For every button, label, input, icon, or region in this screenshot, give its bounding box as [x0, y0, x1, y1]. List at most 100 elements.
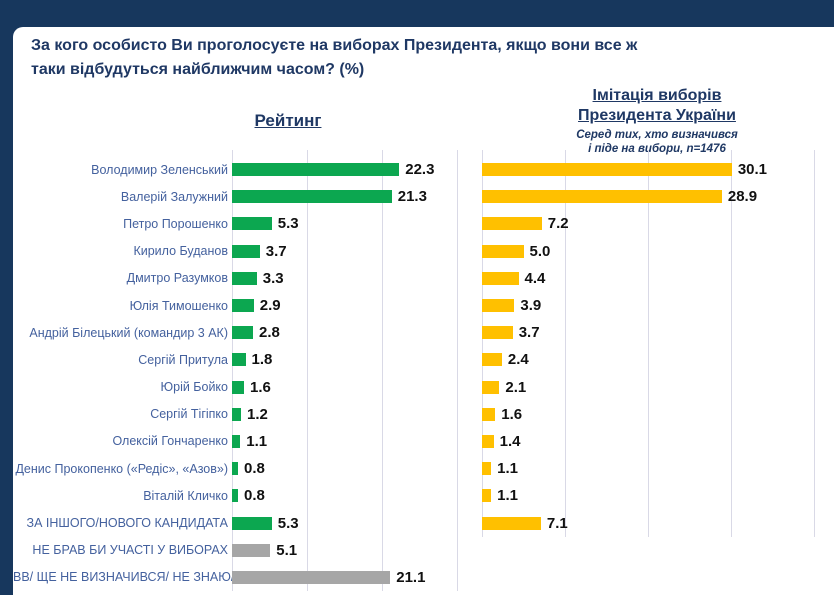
rating-cell: 3.3 — [232, 270, 465, 287]
rating-value: 0.8 — [244, 460, 265, 478]
category-label: Юлія Тимошенко — [129, 298, 228, 313]
rating-value: 1.6 — [250, 378, 271, 396]
rating-value: 21.3 — [397, 188, 427, 206]
rating-cell: 5.1 — [232, 542, 465, 559]
imitation-value: 1.4 — [499, 432, 521, 450]
imitation-value: 7.2 — [547, 215, 569, 233]
rating-bar — [232, 271, 257, 285]
category-label: ЗА ІНШОГО/НОВОГО КАНДИДАТА — [26, 516, 228, 531]
category-label: Володимир Зеленський — [91, 162, 228, 177]
rating-bar — [232, 489, 238, 503]
imitation-value: 4.4 — [524, 269, 546, 287]
rating-cell: 2.9 — [232, 297, 465, 314]
imitation-value: 3.9 — [520, 297, 542, 315]
left-chart-header-label: Рейтинг — [254, 111, 322, 130]
imitation-value: 5.0 — [529, 242, 551, 260]
imitation-cell: 7.1 — [482, 515, 834, 532]
rating-value: 2.9 — [259, 297, 281, 315]
imitation-value: 2.4 — [507, 351, 529, 369]
chart-row: Денис Прокопенко («Редіс», «Азов») 0.8 1.1 — [13, 455, 834, 482]
rating-bar — [232, 244, 260, 258]
imitation-cell: 1.1 — [482, 460, 834, 477]
right-chart-subtitle: Серед тих, хто визначився і піде на вибо… — [507, 128, 807, 157]
imitation-value: 3.7 — [518, 324, 540, 342]
imitation-bar — [482, 190, 722, 204]
rating-cell: 3.7 — [232, 243, 465, 260]
rating-bar — [232, 462, 238, 476]
imitation-value: 28.9 — [727, 188, 758, 206]
chart-row: Валерій Залужний 21.3 28.9 — [13, 183, 834, 210]
rating-value: 0.8 — [244, 487, 265, 505]
imitation-bar — [482, 244, 524, 258]
category-label: ВВ/ ЩЕ НЕ ВИЗНАЧИВСЯ/ НЕ ЗНАЮ/... — [13, 570, 245, 585]
category-label: Кирило Буданов — [133, 244, 228, 259]
rating-value: 5.1 — [276, 541, 298, 559]
imitation-cell: 1.1 — [482, 487, 834, 504]
category-label: Дмитро Разумков — [126, 271, 228, 286]
imitation-bar — [482, 217, 542, 231]
imitation-bar — [482, 163, 732, 177]
chart-row: Сергій Тігіпко 1.2 1.6 — [13, 401, 834, 428]
rating-value: 21.1 — [396, 568, 426, 586]
rating-bar — [232, 516, 272, 530]
imitation-cell: 1.4 — [482, 433, 834, 450]
chart-row: Дмитро Разумков 3.3 4.4 — [13, 265, 834, 292]
imitation-value: 1.1 — [497, 487, 518, 505]
category-label: Сергій Притула — [138, 352, 228, 367]
rating-value: 3.3 — [262, 269, 284, 287]
imitation-bar — [482, 434, 494, 448]
imitation-bar — [482, 380, 500, 394]
imitation-bar — [482, 462, 492, 476]
chart-row: Віталій Кличко 0.8 1.1 — [13, 482, 834, 509]
imitation-cell: 1.6 — [482, 406, 834, 423]
rating-bar — [232, 326, 253, 340]
category-label: Олексій Гончаренко — [112, 434, 228, 449]
imitation-value: 1.6 — [501, 405, 523, 423]
chart-row: Кирило Буданов 3.7 5.0 — [13, 238, 834, 265]
rating-bar — [232, 407, 241, 421]
rating-value: 5.3 — [277, 215, 299, 233]
right-chart-subtitle-line2: і піде на вибори, n=1476 — [588, 143, 726, 156]
chart-row: ВВ/ ЩЕ НЕ ВИЗНАЧИВСЯ/ НЕ ЗНАЮ/... 21.1 — [13, 564, 834, 591]
imitation-bar — [482, 516, 541, 530]
chart-row: ЗА ІНШОГО/НОВОГО КАНДИДАТА 5.3 7.1 — [13, 509, 834, 536]
rating-value: 2.8 — [259, 324, 280, 342]
chart-row: Андрій Білецький (командир 3 АК) 2.8 3.7 — [13, 319, 834, 346]
chart-row: Петро Порошенко 5.3 7.2 — [13, 210, 834, 237]
rating-value: 1.8 — [251, 351, 273, 369]
rating-bar — [232, 380, 244, 394]
page-title-line2: таки відбудуться найближчим часом? (%) — [31, 61, 365, 78]
rating-cell: 1.6 — [232, 379, 465, 396]
category-label: Віталій Кличко — [143, 488, 228, 503]
page-title-line1: За кого особисто Ви проголосуєте на вибо… — [31, 37, 638, 54]
category-label: Валерій Залужний — [120, 189, 228, 204]
imitation-bar — [482, 407, 496, 421]
rating-cell: 1.8 — [232, 351, 465, 368]
imitation-value: 2.1 — [505, 378, 527, 396]
right-chart-header-line1: Імітація виборів — [592, 87, 722, 104]
page-title: За кого особисто Ви проголосуєте на вибо… — [31, 34, 637, 82]
rating-cell: 1.2 — [232, 406, 465, 423]
rating-cell: 5.3 — [232, 515, 465, 532]
rating-bar — [232, 353, 246, 367]
imitation-cell: 7.2 — [482, 215, 834, 232]
imitation-cell: 2.4 — [482, 351, 834, 368]
chart-row: Сергій Притула 1.8 2.4 — [13, 346, 834, 373]
rating-value: 5.3 — [277, 514, 299, 532]
imitation-bar — [482, 353, 502, 367]
rating-cell: 22.3 — [232, 161, 465, 178]
rating-bar — [232, 217, 272, 231]
right-chart-subtitle-line1: Серед тих, хто визначився — [576, 129, 738, 141]
rating-cell: 5.3 — [232, 215, 465, 232]
chart-row: НЕ БРАВ БИ УЧАСТІ У ВИБОРАХ 5.1 — [13, 537, 834, 564]
category-label: Сергій Тігіпко — [150, 407, 228, 422]
slide-content: За кого особисто Ви проголосуєте на вибо… — [13, 27, 834, 595]
rating-bar — [232, 163, 400, 177]
rating-cell: 2.8 — [232, 324, 465, 341]
imitation-cell: 3.7 — [482, 324, 834, 341]
category-label: Андрій Білецький (командир 3 АК) — [29, 325, 228, 340]
imitation-cell: 30.1 — [482, 161, 834, 178]
imitation-value: 30.1 — [737, 161, 768, 179]
right-chart-header: Імітація виборів Президента України Сере… — [507, 86, 807, 157]
rating-value: 1.1 — [246, 432, 268, 450]
